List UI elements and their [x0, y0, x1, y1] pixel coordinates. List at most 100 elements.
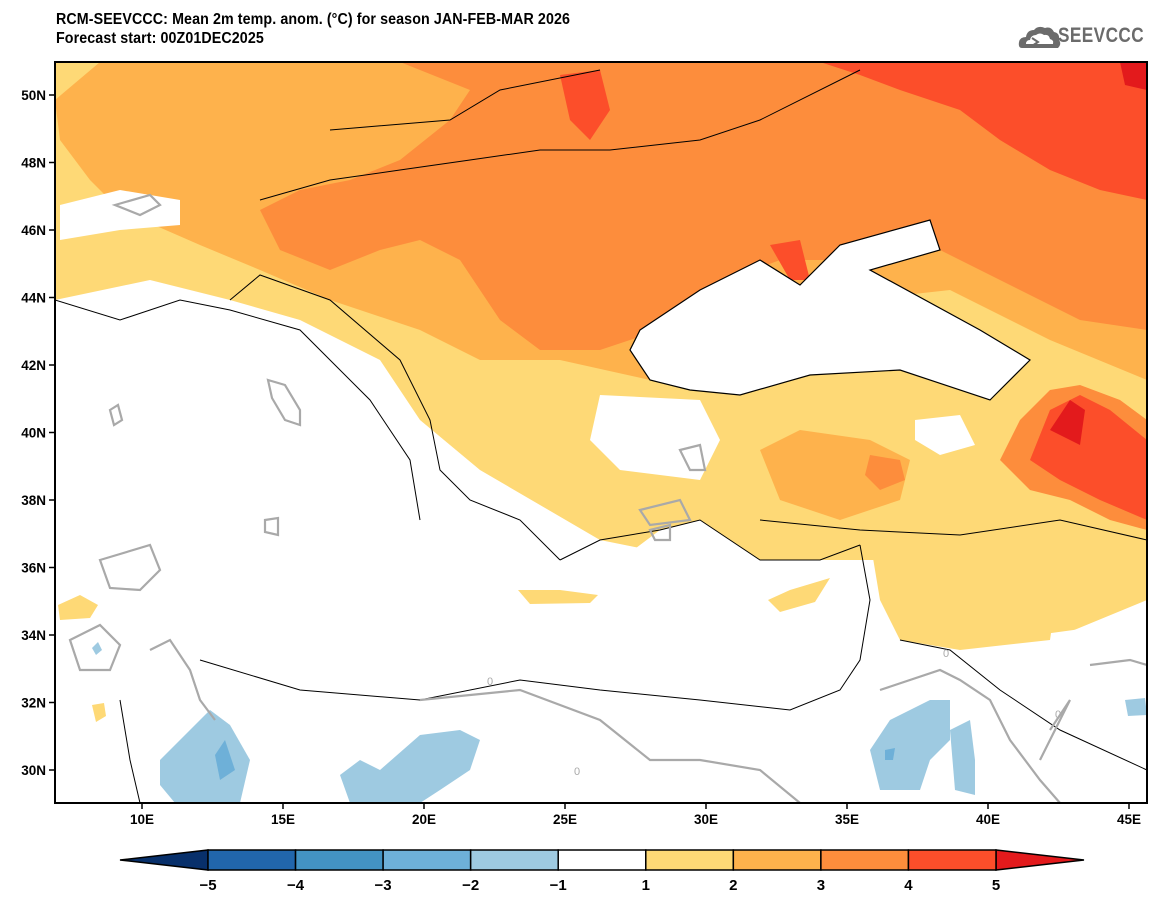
contour-label: 0 [487, 676, 493, 688]
zero-contour [678, 443, 707, 472]
colorbar-label: 3 [817, 877, 825, 894]
colorbar-segment [469, 849, 559, 871]
lat-tick-label: 46N [21, 223, 46, 238]
colorbar-label: −3 [375, 877, 392, 894]
border-turkey-syria [759, 519, 1147, 541]
anomaly-region-3-4 [865, 455, 905, 490]
anomaly-region-neg2-neg1 [1125, 698, 1147, 716]
anomaly-region-neutral [590, 395, 720, 480]
logo-text: SEEVCCC [1058, 24, 1145, 47]
lat-tick-label: 50N [21, 88, 46, 103]
colorbar-segment [645, 849, 735, 871]
colorbar: −5 −4 −3 −2 −1 1 2 3 4 5 [119, 849, 1085, 894]
lat-tick-label: 44N [21, 291, 46, 306]
zero-contour [108, 403, 124, 427]
border-north [329, 69, 601, 131]
lon-tick-label: 40E [976, 812, 1000, 827]
colorbar-segment [907, 849, 997, 871]
lat-tick-label: 38N [21, 493, 46, 508]
colorbar-segment [207, 849, 297, 871]
turkey-south-coast [559, 519, 861, 561]
colorbar-label: −1 [550, 877, 567, 894]
black-sea-coast [629, 219, 1031, 401]
anomaly-region-neutral [60, 190, 180, 240]
colorbar-label: 2 [729, 877, 737, 894]
lat-tick-label: 34N [21, 628, 46, 643]
colorbar-label: −4 [287, 877, 305, 894]
anomaly-region-gt5 [1120, 62, 1147, 90]
colorbar-segment [557, 849, 647, 871]
lon-tick-label: 20E [412, 812, 436, 827]
colorbar-label: 1 [642, 877, 650, 894]
anomaly-region-2-3 [760, 430, 910, 520]
anomaly-region-neg3-neg2 [885, 748, 895, 760]
anomaly-region-neg2-neg1 [340, 730, 480, 803]
anomaly-region-4-5 [770, 240, 810, 280]
zero-contour [263, 516, 280, 537]
lon-tick-label: 30E [694, 812, 718, 827]
zero-contours: 0 0 0 0 [68, 193, 1147, 803]
anomaly-region-neutral [55, 300, 880, 720]
cloud-icon [1018, 26, 1061, 48]
zero-contour [1039, 699, 1071, 761]
italy-coast [55, 299, 421, 521]
lat-tick-label: 30N [21, 763, 46, 778]
latitude-axis: 50N 48N 46N 44N 42N 40N 38N 36N 34N 32N 30N [21, 88, 55, 778]
anomaly-region-neutral [160, 320, 220, 380]
black-sea [630, 220, 1030, 400]
anomaly-region-neg2-neg1 [160, 710, 250, 803]
zero-contour [1089, 658, 1147, 667]
lon-tick-label: 35E [835, 812, 859, 827]
zero-contour [68, 623, 122, 672]
lat-tick-label: 36N [21, 561, 46, 576]
contour-label: 0 [1055, 709, 1061, 721]
anomaly-region-1-2 [92, 703, 106, 722]
lat-tick-label: 48N [21, 156, 46, 171]
colorbar-label: 4 [904, 877, 913, 894]
contour-label: 0 [574, 766, 580, 778]
lon-tick-label: 25E [553, 812, 577, 827]
colorbar-segment [294, 849, 384, 871]
colorbar-extend-low [119, 849, 209, 871]
border-central [259, 69, 861, 201]
anomaly-field [55, 62, 1147, 803]
lat-tick-label: 32N [21, 696, 46, 711]
anomaly-region-neutral [915, 415, 975, 455]
border-east [899, 639, 1147, 771]
zero-contour [98, 543, 162, 592]
anomaly-region-neg2-neg1 [950, 720, 975, 795]
zero-contour [111, 193, 162, 217]
colorbar-label: −2 [462, 877, 479, 894]
anomaly-region-4-5 [560, 70, 610, 140]
contour-label: 0 [943, 648, 949, 660]
zero-contour [149, 638, 216, 721]
border-west [119, 699, 141, 803]
anomaly-region-neg3-neg2 [215, 740, 235, 780]
anomaly-region-1-2 [58, 595, 98, 620]
zero-contour [419, 688, 801, 803]
colorbar-segment [732, 849, 822, 871]
lon-tick-label: 10E [130, 812, 154, 827]
colorbar-segment [820, 849, 910, 871]
anomaly-region-neg2-neg1 [870, 700, 950, 790]
anomaly-region-1-2 [518, 590, 598, 604]
zero-contour [266, 378, 302, 427]
adriatic-coast [229, 274, 561, 561]
colorbar-label: −5 [199, 877, 216, 894]
anomaly-region-gt5 [1050, 400, 1085, 445]
anomaly-region-neg2-neg1 [92, 642, 102, 655]
lat-tick-label: 42N [21, 358, 46, 373]
zero-contour [648, 523, 672, 542]
forecast-start-label: Forecast start: 00Z01DEC2025 [56, 30, 264, 47]
lon-tick-label: 45E [1117, 812, 1141, 827]
anomaly-region-1-2 [870, 530, 1060, 650]
zero-contour [879, 668, 1061, 803]
map-title: RCM-SEEVCCC: Mean 2m temp. anom. (°C) fo… [56, 11, 571, 28]
lat-tick-label: 40N [21, 426, 46, 441]
lon-tick-label: 15E [271, 812, 295, 827]
colorbar-extend-high [995, 849, 1085, 871]
anomaly-region-3-4 [260, 62, 1147, 350]
anomaly-region-4-5 [820, 62, 1147, 200]
anomaly-region-1-2 [768, 578, 830, 612]
